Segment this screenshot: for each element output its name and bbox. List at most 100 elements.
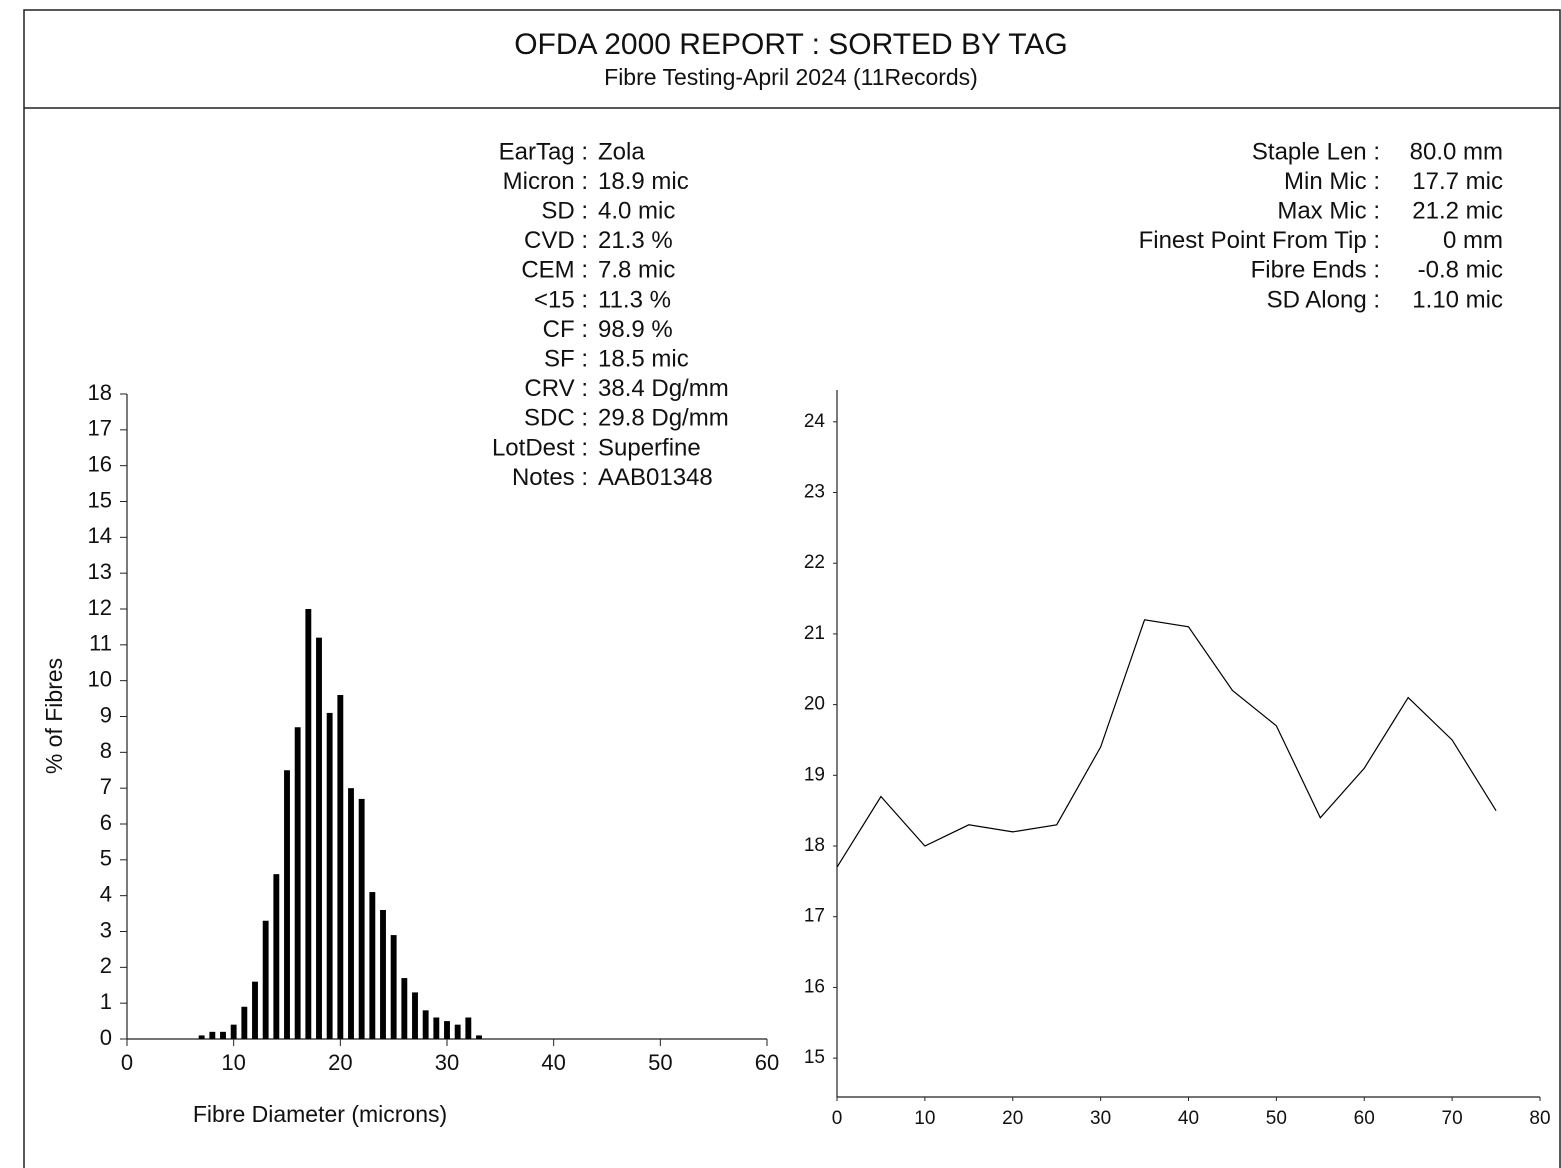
stat-value: AAB01348 bbox=[598, 464, 713, 491]
bar bbox=[273, 874, 280, 1039]
x-tick-label: 80 bbox=[1529, 1108, 1550, 1129]
y-tick-label: 1 bbox=[100, 989, 112, 1014]
stat-label: Micron : bbox=[503, 168, 588, 195]
y-tick-label: 21 bbox=[804, 623, 825, 644]
y-tick-label: 11 bbox=[89, 631, 112, 656]
stat-value: 38.4 Dg/mm bbox=[598, 375, 729, 402]
y-tick-label: 16 bbox=[804, 976, 825, 997]
bar bbox=[316, 637, 322, 1039]
stat-label: Notes : bbox=[512, 464, 588, 491]
bar bbox=[358, 798, 365, 1039]
y-tick-label: 13 bbox=[88, 559, 112, 584]
stat-label: Finest Point From Tip : bbox=[1139, 227, 1380, 254]
stat-value: 7.8 mic bbox=[598, 257, 675, 284]
bar bbox=[422, 1010, 429, 1039]
bar bbox=[412, 992, 418, 1039]
stat-value: Zola bbox=[598, 138, 645, 165]
stat-value: 21.3 % bbox=[598, 227, 673, 254]
y-tick-label: 18 bbox=[88, 380, 112, 405]
y-tick-label: 19 bbox=[804, 764, 825, 785]
stat-label: Max Mic : bbox=[1277, 198, 1380, 225]
frame bbox=[23, 9, 1561, 1168]
stat-label: SD Along : bbox=[1267, 286, 1380, 313]
report-subtitle: Fibre Testing-April 2024 (11Records) bbox=[604, 64, 978, 90]
stat-label: Staple Len : bbox=[1252, 138, 1380, 165]
y-tick-label: 8 bbox=[100, 738, 112, 763]
stat-label: EarTag : bbox=[499, 138, 588, 165]
x-tick-label: 60 bbox=[1354, 1108, 1375, 1129]
stat-label: LotDest : bbox=[492, 434, 588, 461]
bar bbox=[230, 1024, 237, 1039]
bar bbox=[380, 910, 386, 1039]
stat-label: <15 : bbox=[534, 286, 588, 313]
y-tick-label: 16 bbox=[88, 451, 112, 476]
x-tick-label: 30 bbox=[435, 1050, 459, 1075]
bar bbox=[284, 770, 290, 1039]
bar bbox=[241, 1006, 248, 1039]
stat-value: Superfine bbox=[598, 434, 701, 461]
bar bbox=[209, 1031, 216, 1039]
y-tick-label: 5 bbox=[100, 846, 112, 871]
x-tick-label: 70 bbox=[1442, 1108, 1463, 1129]
bar bbox=[262, 920, 269, 1039]
bar bbox=[401, 978, 408, 1039]
y-tick-label: 18 bbox=[804, 835, 825, 856]
x-tick-label: 0 bbox=[121, 1050, 133, 1075]
y-tick-label: 24 bbox=[804, 411, 826, 432]
y-axis-label: % of Fibres bbox=[41, 658, 67, 774]
series-line bbox=[836, 619, 1497, 868]
y-tick-label: 10 bbox=[88, 666, 112, 691]
x-tick-label: 40 bbox=[1178, 1108, 1199, 1129]
stat-value: 21.2 mic bbox=[1412, 198, 1503, 225]
y-tick-label: 15 bbox=[88, 487, 112, 512]
y-tick-label: 9 bbox=[100, 702, 112, 727]
bar bbox=[348, 788, 354, 1039]
x-tick-label: 40 bbox=[541, 1050, 565, 1075]
stat-value: 18.9 mic bbox=[598, 168, 689, 195]
y-tick-label: 2 bbox=[100, 953, 112, 978]
stat-label: SDC : bbox=[524, 405, 588, 432]
y-tick-label: 17 bbox=[804, 906, 825, 927]
bar bbox=[465, 1017, 472, 1039]
x-tick-label: 30 bbox=[1090, 1108, 1111, 1129]
y-tick-label: 17 bbox=[88, 416, 112, 441]
bar bbox=[369, 892, 376, 1039]
stat-value: 0 mm bbox=[1443, 227, 1503, 254]
stat-label: Fibre Ends : bbox=[1251, 257, 1380, 284]
y-tick-label: 23 bbox=[804, 482, 825, 503]
stat-value: 80.0 mm bbox=[1410, 138, 1503, 165]
stat-value: 29.8 Dg/mm bbox=[598, 405, 729, 432]
stat-value: -0.8 mic bbox=[1418, 257, 1503, 284]
bar bbox=[390, 935, 397, 1039]
stat-label: SD : bbox=[541, 198, 588, 225]
y-tick-label: 14 bbox=[88, 523, 112, 548]
bar bbox=[326, 712, 333, 1039]
bar bbox=[252, 981, 258, 1039]
bar bbox=[444, 1021, 450, 1039]
x-tick-label: 50 bbox=[1266, 1108, 1287, 1129]
stat-value: 18.5 mic bbox=[598, 346, 689, 373]
stat-label: SF : bbox=[544, 346, 588, 373]
y-tick-label: 22 bbox=[804, 552, 825, 573]
y-tick-label: 7 bbox=[100, 774, 112, 799]
x-tick-label: 50 bbox=[648, 1050, 672, 1075]
y-tick-label: 3 bbox=[100, 917, 112, 942]
stat-label: CRV : bbox=[524, 375, 588, 402]
stat-value: 1.10 mic bbox=[1412, 286, 1503, 313]
x-axis-label: Fibre Diameter (microns) bbox=[193, 1101, 447, 1127]
bar bbox=[476, 1035, 482, 1039]
x-tick-label: 10 bbox=[914, 1108, 935, 1129]
y-tick-label: 6 bbox=[100, 810, 112, 835]
report-title: OFDA 2000 REPORT : SORTED BY TAG bbox=[514, 28, 1068, 61]
y-tick-label: 20 bbox=[804, 694, 825, 715]
stat-label: CVD : bbox=[524, 227, 588, 254]
x-tick-label: 10 bbox=[221, 1050, 245, 1075]
stat-value: 17.7 mic bbox=[1412, 168, 1503, 195]
stat-label: CEM : bbox=[521, 257, 588, 284]
stat-value: 4.0 mic bbox=[598, 198, 675, 225]
y-tick-label: 12 bbox=[88, 595, 112, 620]
stat-value: 11.3 % bbox=[598, 286, 671, 313]
stat-value: 98.9 % bbox=[598, 316, 673, 343]
bar bbox=[454, 1024, 461, 1039]
